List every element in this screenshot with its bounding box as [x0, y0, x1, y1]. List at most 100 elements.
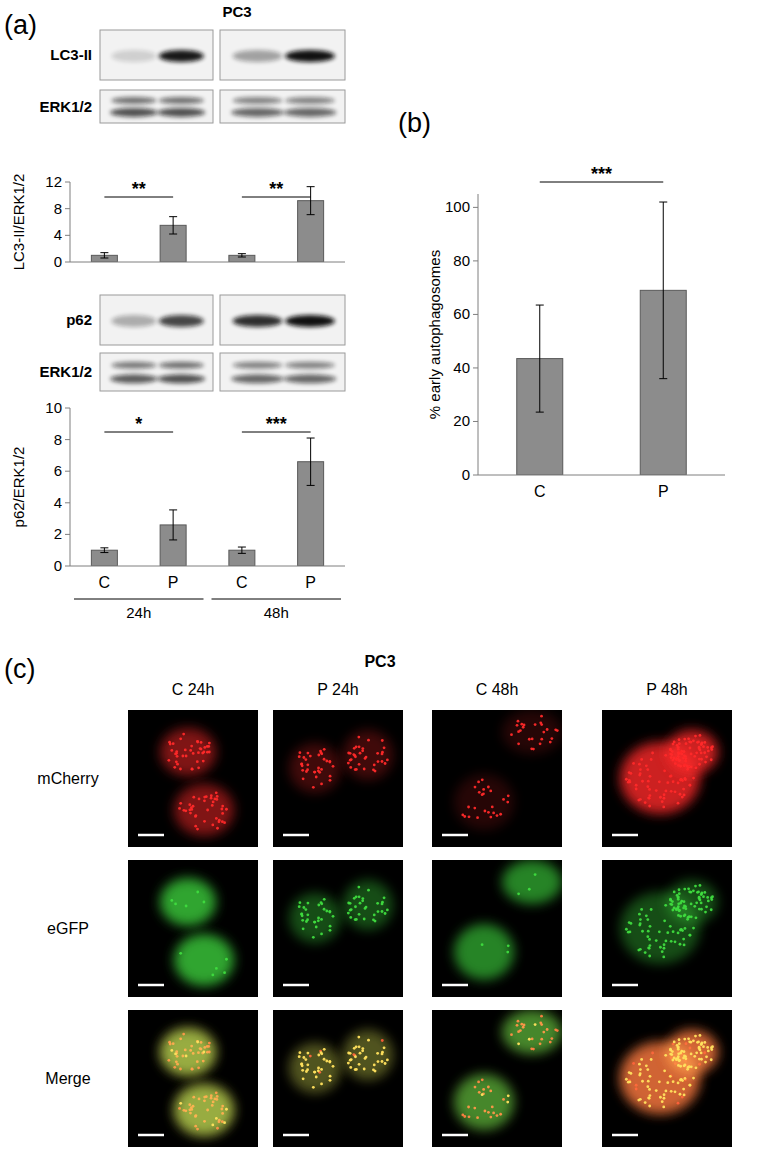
punctum: [679, 1093, 682, 1096]
punctum: [646, 1068, 649, 1071]
punctum: [299, 751, 302, 754]
punctum: [212, 801, 215, 804]
punctum: [350, 1058, 353, 1061]
punctum: [670, 940, 673, 943]
punctum: [684, 1064, 687, 1067]
image-background: [128, 1010, 258, 1147]
punctum: [350, 758, 353, 761]
punctum: [641, 1080, 644, 1083]
punctum: [648, 1094, 651, 1097]
blot-label: ERK1/2: [39, 363, 92, 380]
punctum: [208, 742, 211, 745]
punctum: [328, 911, 331, 914]
punctum: [644, 1101, 647, 1104]
punctum: [677, 764, 680, 767]
punctum: [329, 775, 332, 778]
row-label: eGFP: [47, 920, 89, 937]
egfp-layer: [289, 880, 393, 943]
punctum: [216, 795, 219, 798]
punctum: [689, 1084, 692, 1087]
blot-band: [285, 315, 335, 327]
punctum: [299, 1051, 302, 1054]
punctum: [306, 763, 309, 766]
punctum: [649, 1075, 652, 1078]
punctum: [700, 1058, 703, 1061]
punctum: [677, 1055, 680, 1058]
punctum: [190, 808, 193, 811]
punctum: [694, 1035, 697, 1038]
blot-title: PC3: [222, 3, 251, 20]
punctum: [364, 757, 367, 760]
punctum: [688, 1040, 691, 1043]
punctum: [328, 760, 331, 763]
punctum: [185, 755, 188, 758]
bar-chart: 020406080100% early autophagosomesCP***: [426, 164, 725, 500]
punctum: [646, 1085, 649, 1088]
punctum: [641, 1080, 644, 1083]
punctum: [639, 948, 642, 951]
punctum: [206, 751, 209, 754]
cell: [502, 1010, 562, 1054]
micrograph-title: PC3: [364, 653, 395, 670]
error-cap: [100, 252, 108, 253]
blot-frame: [100, 30, 213, 80]
egfp-layer: [620, 880, 718, 964]
punctum: [384, 762, 387, 765]
punctum: [648, 955, 651, 958]
punctum: [196, 760, 199, 763]
y-tick: [473, 475, 478, 476]
error-stem: [241, 547, 242, 553]
punctum: [381, 1060, 384, 1063]
punctum: [361, 1049, 364, 1052]
image-background: [432, 860, 562, 997]
punctum: [196, 741, 199, 744]
punctum: [381, 1060, 384, 1063]
punctum: [681, 929, 684, 932]
error-cap: [100, 552, 108, 553]
y-tick: [65, 208, 70, 209]
punctum: [700, 1043, 703, 1046]
punctum: [381, 739, 384, 742]
punctum: [638, 913, 641, 916]
punctum: [680, 753, 683, 756]
punctum: [358, 1063, 361, 1066]
punctum: [481, 1093, 484, 1096]
punctum: [646, 1068, 649, 1071]
y-tick: [65, 534, 70, 535]
punctum: [705, 1055, 708, 1058]
punctum: [665, 940, 668, 943]
punctum: [178, 807, 181, 810]
scale-bar: [442, 1134, 468, 1137]
punctum: [367, 1039, 370, 1042]
punctum: [665, 790, 668, 793]
y-tick: [65, 502, 70, 503]
image-background: [273, 710, 403, 847]
cell: [289, 1043, 341, 1093]
punctum: [697, 1041, 700, 1044]
punctum: [532, 748, 535, 751]
blot-band: [231, 108, 284, 117]
punctum: [301, 1069, 304, 1072]
punctum: [376, 1052, 379, 1055]
punctum: [304, 758, 307, 761]
punctum: [354, 1055, 357, 1058]
punctum: [377, 1060, 380, 1063]
punctum: [482, 788, 485, 791]
punctum: [215, 1117, 218, 1120]
punctum: [301, 919, 304, 922]
error-bar: [659, 202, 667, 379]
punctum: [528, 888, 531, 891]
punctum: [644, 801, 647, 804]
punctum: [700, 1051, 703, 1054]
punctum: [213, 797, 216, 800]
significance-label: ***: [591, 164, 612, 184]
punctum: [317, 1054, 320, 1057]
punctum: [682, 1088, 685, 1091]
punctum: [323, 1048, 326, 1051]
punctum: [306, 1068, 309, 1071]
punctum: [684, 1057, 687, 1060]
cell: [343, 730, 393, 780]
error-cap: [238, 553, 246, 554]
punctum: [688, 784, 691, 787]
error-bar: [307, 438, 315, 485]
